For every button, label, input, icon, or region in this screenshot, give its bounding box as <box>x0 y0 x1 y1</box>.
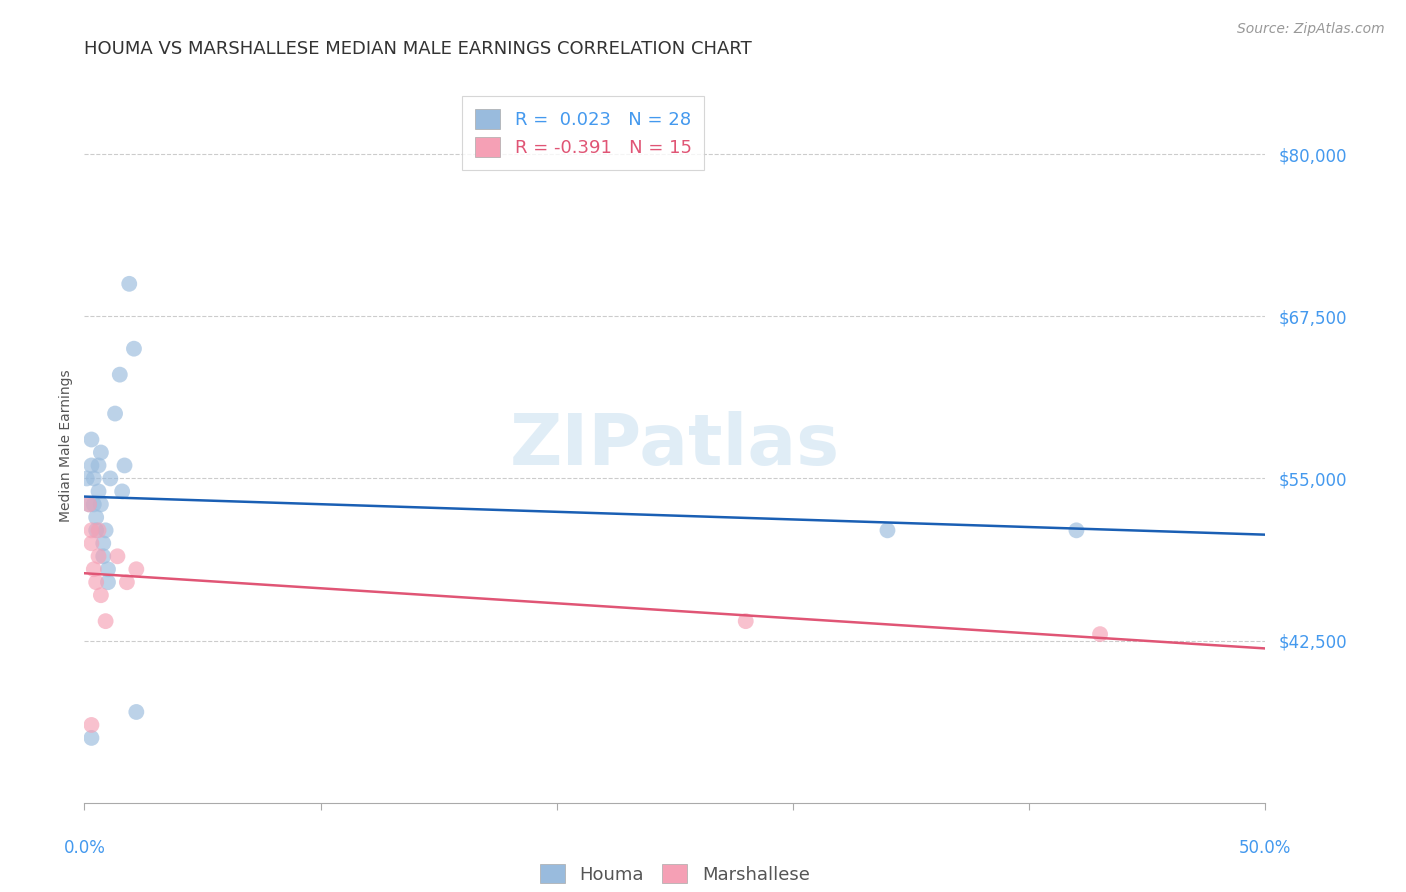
Text: HOUMA VS MARSHALLESE MEDIAN MALE EARNINGS CORRELATION CHART: HOUMA VS MARSHALLESE MEDIAN MALE EARNING… <box>84 40 752 58</box>
Point <box>118 277 141 291</box>
Point <box>87 458 110 473</box>
Point <box>94 614 117 628</box>
Point <box>80 536 103 550</box>
Point <box>90 445 112 459</box>
Point <box>76 471 98 485</box>
Point <box>83 497 105 511</box>
Point <box>84 510 107 524</box>
Point <box>104 407 127 421</box>
Point <box>108 368 131 382</box>
Point <box>90 497 112 511</box>
Point <box>1066 524 1088 538</box>
Point <box>94 524 117 538</box>
Point <box>114 458 136 473</box>
Point <box>83 562 105 576</box>
Legend: Houma, Marshallese: Houma, Marshallese <box>531 855 818 892</box>
Point <box>84 575 107 590</box>
Point <box>125 705 148 719</box>
Point <box>87 549 110 564</box>
Point <box>1088 627 1111 641</box>
Point <box>107 549 129 564</box>
Text: Source: ZipAtlas.com: Source: ZipAtlas.com <box>1237 22 1385 37</box>
Text: 0.0%: 0.0% <box>63 839 105 857</box>
Point <box>77 497 100 511</box>
Text: 50.0%: 50.0% <box>1239 839 1292 857</box>
Point <box>125 562 148 576</box>
Point <box>87 484 110 499</box>
Point <box>91 536 114 550</box>
Point <box>97 562 120 576</box>
Point <box>122 342 145 356</box>
Point <box>111 484 134 499</box>
Y-axis label: Median Male Earnings: Median Male Earnings <box>59 369 73 523</box>
Point <box>90 588 112 602</box>
Point <box>115 575 138 590</box>
Point <box>80 458 103 473</box>
Point <box>91 549 114 564</box>
Point <box>83 471 105 485</box>
Point <box>77 497 100 511</box>
Point <box>80 433 103 447</box>
Point <box>80 718 103 732</box>
Point <box>98 471 121 485</box>
Point <box>734 614 756 628</box>
Point <box>876 524 898 538</box>
Point <box>87 524 110 538</box>
Point <box>80 524 103 538</box>
Text: ZIPatlas: ZIPatlas <box>510 411 839 481</box>
Point <box>97 575 120 590</box>
Point <box>80 731 103 745</box>
Point <box>84 524 107 538</box>
